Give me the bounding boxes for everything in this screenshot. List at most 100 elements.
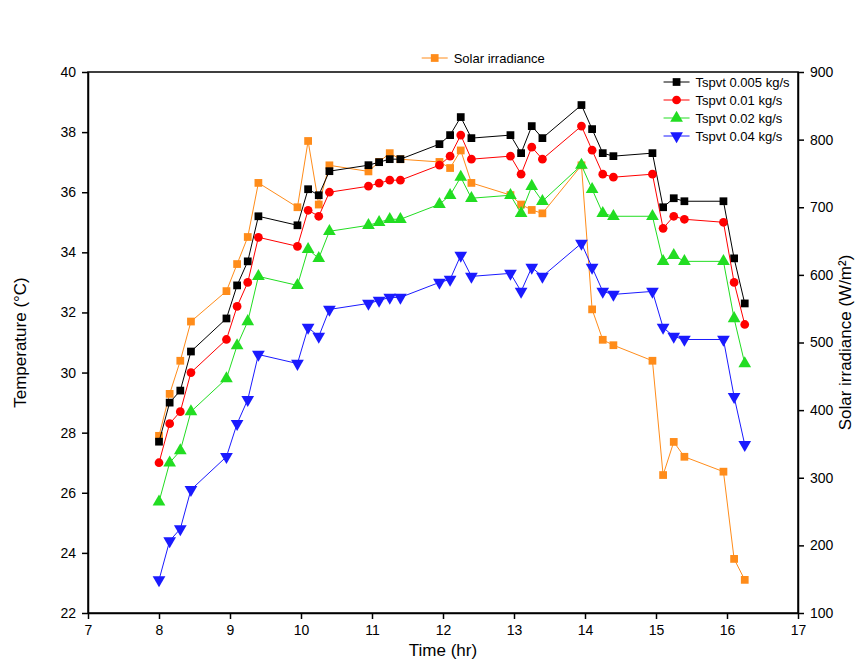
series-marker (528, 122, 536, 130)
series-marker (681, 197, 689, 205)
series-marker (446, 131, 454, 139)
series-marker (155, 438, 163, 446)
tick: 900 (798, 64, 834, 80)
tick: 26 (60, 485, 88, 501)
legend-marker (670, 132, 683, 143)
tick-label: 17 (791, 622, 807, 638)
tick-label: 800 (810, 132, 834, 148)
tick-label: 12 (436, 622, 452, 638)
series-marker (609, 173, 618, 182)
tick-label: 7 (85, 622, 93, 638)
series-marker (231, 338, 244, 349)
series-marker (659, 224, 668, 233)
tick: 13 (507, 613, 523, 638)
tick-label: 600 (810, 267, 834, 283)
series-marker (468, 134, 476, 142)
series-marker (730, 254, 738, 262)
series-marker (386, 155, 394, 163)
series-marker (515, 206, 528, 217)
tick-mark (82, 72, 88, 74)
tick-mark (82, 553, 88, 555)
series-marker (304, 137, 312, 145)
tick: 34 (60, 244, 88, 260)
series-marker (578, 101, 586, 109)
y2-axis: 100200300400500600700800900 (798, 64, 834, 621)
series-marker (383, 212, 396, 223)
series-marker (657, 254, 670, 265)
series-marker (312, 251, 325, 262)
series-marker (326, 167, 334, 175)
tick-label: 100 (810, 605, 834, 621)
series-marker (375, 158, 383, 166)
series-marker (575, 240, 588, 251)
series-marker (539, 134, 547, 142)
legend-marker (431, 54, 439, 62)
tick-label: 15 (649, 622, 665, 638)
series-marker (222, 335, 231, 344)
tick-label: 36 (60, 184, 76, 200)
legend-entry: Tspvt 0.04 kg/s (664, 129, 783, 144)
series-marker (176, 407, 185, 416)
series-marker (291, 278, 304, 289)
series-marker (720, 468, 728, 476)
series-marker (444, 276, 457, 287)
legend: Solar irradianceTspvt 0.005 kg/sTspvt 0.… (422, 51, 790, 144)
tick-label: 400 (810, 402, 834, 418)
series-marker (669, 212, 678, 221)
series-marker (394, 212, 407, 223)
tick: 22 (60, 605, 88, 621)
series-marker (741, 576, 749, 584)
series-marker (670, 438, 678, 446)
tick-mark (82, 312, 88, 314)
series-marker (738, 441, 751, 452)
series-marker (730, 555, 738, 563)
series-marker (596, 206, 609, 217)
tick: 12 (436, 613, 452, 638)
legend-entry: Tspvt 0.01 kg/s (664, 93, 783, 108)
series-marker (454, 170, 467, 181)
tick: 7 (85, 613, 93, 638)
tick-label: 34 (60, 244, 76, 260)
series-marker (575, 158, 588, 169)
tick: 16 (720, 613, 736, 638)
series-marker (233, 260, 241, 268)
series-marker (166, 390, 174, 398)
tick-mark (727, 613, 729, 619)
series-marker (720, 197, 728, 205)
series-marker (467, 155, 476, 164)
tick-label: 700 (810, 199, 834, 215)
series-marker (294, 203, 302, 211)
series-marker (187, 318, 195, 326)
series-marker (457, 113, 465, 121)
series-marker (536, 194, 549, 205)
series-line (159, 243, 745, 580)
x-axis-title: Time (hr) (409, 641, 477, 660)
series-marker (719, 218, 728, 227)
tick: 36 (60, 184, 88, 200)
series-marker (244, 233, 252, 241)
series-marker (740, 320, 749, 329)
series-marker (362, 300, 375, 311)
series-marker (312, 333, 325, 344)
series-marker (165, 419, 174, 428)
series-marker (433, 197, 446, 208)
x-axis: 7891011121314151617 (85, 613, 807, 638)
tick-mark (798, 72, 804, 74)
tick-label: 14 (578, 622, 594, 638)
series-marker (504, 270, 517, 281)
tick: 30 (60, 365, 88, 381)
tick-label: 200 (810, 537, 834, 553)
tick-mark (82, 132, 88, 134)
series-marker (383, 294, 396, 305)
tick: 38 (60, 124, 88, 140)
series-marker (659, 471, 667, 479)
series-marker (176, 387, 184, 395)
series-marker (435, 161, 444, 170)
series-marker (323, 306, 336, 317)
series-marker (468, 179, 476, 187)
series-marker (153, 576, 166, 587)
series-marker (610, 341, 618, 349)
tick-label: 300 (810, 470, 834, 486)
series-marker (599, 336, 607, 344)
series-marker (396, 176, 405, 185)
